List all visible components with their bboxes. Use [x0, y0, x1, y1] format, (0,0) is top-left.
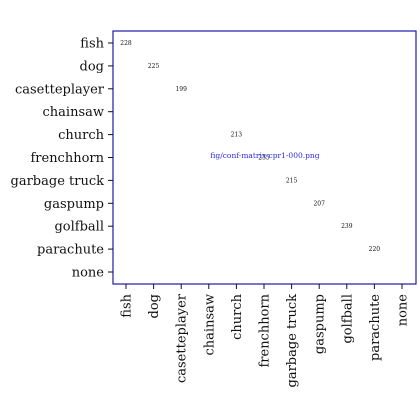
y-tick-label-golfball: golfball	[54, 220, 104, 235]
x-tick-label-frenchhorn: frenchhorn	[258, 293, 273, 367]
x-tick-label-fish: fish	[120, 293, 135, 317]
y-tick-label-casetteplayer: casetteplayer	[15, 82, 105, 97]
y-tick-label-chainsaw: chainsaw	[43, 105, 104, 120]
y-tick-label-parachute: parachute	[37, 243, 104, 258]
cell-value-golfball: 239	[341, 223, 353, 230]
image-path-overlay: fig/conf-matrix-cpr1-000.png	[210, 151, 319, 160]
x-tick-label-parachute: parachute	[368, 294, 383, 361]
cell-value-casetteplayer: 199	[175, 86, 187, 93]
x-tick-label-church: church	[230, 293, 245, 340]
x-tick-group: fish dog casetteplayer chainsaw church french…	[120, 284, 411, 387]
y-tick-group: fish dog casetteplayer chainsaw church french…	[11, 37, 113, 281]
x-tick-label-gaspump: gaspump	[313, 294, 328, 354]
x-tick-label-chainsaw: chainsaw	[202, 294, 217, 355]
x-tick-label-none: none	[396, 294, 411, 327]
cell-value-gaspump: 207	[313, 200, 325, 207]
cell-label-group: 228 225 199 213 235 215 207 239 220	[120, 40, 380, 253]
y-tick-label-frenchhorn: frenchhorn	[30, 151, 104, 166]
y-tick-label-dog: dog	[80, 59, 104, 74]
y-tick-label-gaspump: gaspump	[44, 197, 104, 212]
cell-value-church: 213	[231, 132, 243, 139]
x-tick-label-golfball: golfball	[340, 294, 355, 344]
x-tick-label-dog: dog	[147, 294, 162, 318]
x-tick-label-casetteplayer: casetteplayer	[175, 293, 190, 383]
cell-value-parachute: 220	[369, 246, 381, 253]
y-tick-label-garbage-truck: garbage truck	[11, 174, 105, 189]
y-tick-label-church: church	[58, 128, 105, 143]
cell-value-frenchhorn: 235	[258, 155, 270, 162]
x-tick-label-garbage-truck: garbage truck	[285, 294, 300, 388]
cell-value-fish: 228	[120, 40, 132, 47]
y-tick-label-fish: fish	[80, 37, 104, 52]
y-tick-label-none: none	[72, 266, 105, 281]
cell-value-garbage-truck: 215	[286, 177, 298, 184]
cell-value-dog: 225	[148, 63, 160, 70]
